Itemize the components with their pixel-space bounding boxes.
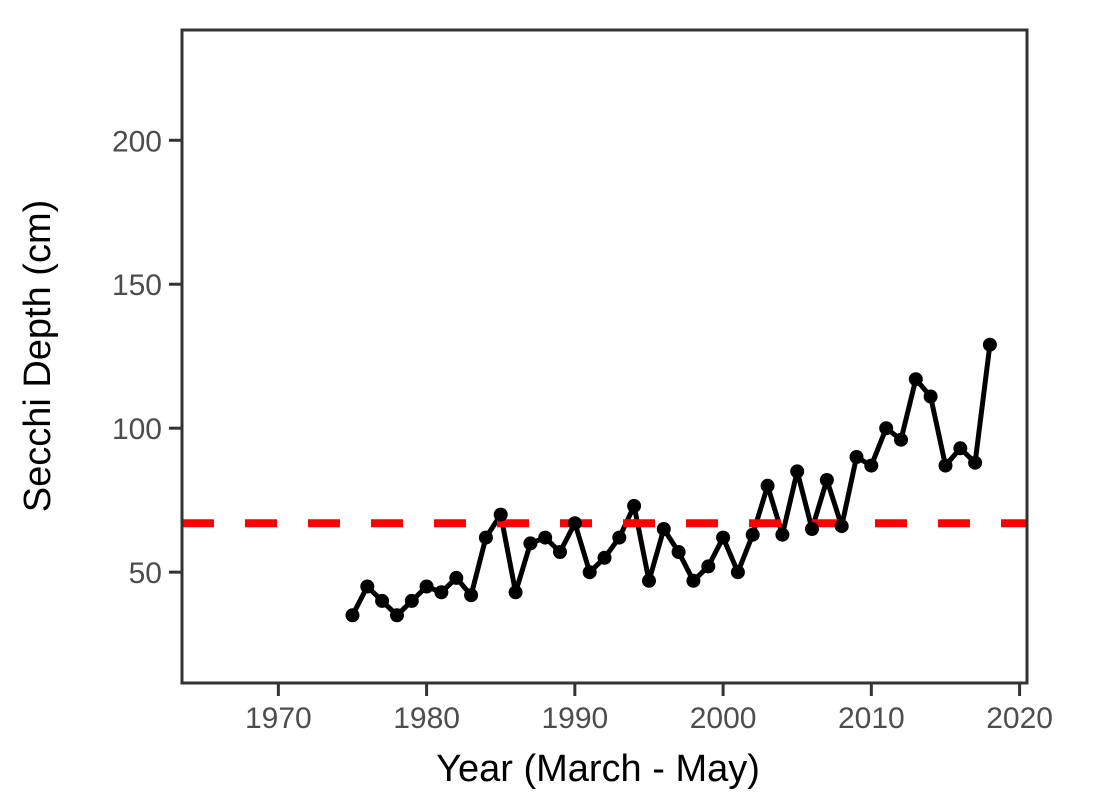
data-point	[419, 579, 434, 594]
data-point	[567, 516, 582, 531]
data-point	[908, 372, 923, 387]
data-point	[938, 458, 953, 473]
data-point	[834, 519, 849, 534]
x-axis-tick-label: 1990	[541, 702, 608, 735]
data-point	[716, 530, 731, 545]
data-point	[612, 530, 627, 545]
data-point	[434, 585, 449, 600]
data-point	[671, 545, 686, 559]
data-point	[597, 550, 612, 565]
x-axis-tick-label: 2010	[838, 702, 905, 735]
data-point	[493, 507, 508, 522]
data-point	[864, 458, 879, 473]
y-axis-title: Secchi Depth (cm)	[17, 200, 59, 513]
data-point	[819, 473, 834, 487]
data-point	[953, 441, 968, 456]
data-point	[701, 559, 716, 574]
panel-background	[182, 30, 1027, 683]
x-axis-tick-label: 1980	[393, 702, 460, 735]
plot-layer: 1970 1980 1990 2000 2010 2020 50 100 150 200	[112, 28, 1053, 735]
data-point	[508, 585, 523, 600]
data-point	[642, 573, 656, 588]
data-point	[478, 530, 493, 545]
y-axis-tick-label: 100	[112, 413, 162, 446]
data-point	[790, 464, 805, 479]
data-point	[686, 573, 701, 588]
x-axis-title: Year (March - May)	[436, 748, 760, 790]
data-point	[805, 522, 819, 536]
data-point	[464, 588, 479, 603]
data-point	[982, 337, 997, 352]
data-point	[627, 498, 642, 513]
y-axis-tick-label: 200	[112, 125, 162, 158]
data-point	[849, 450, 864, 464]
data-point	[730, 565, 745, 580]
panel-border	[180, 28, 1029, 685]
x-axis-tick-label: 2000	[690, 702, 757, 735]
data-point	[923, 389, 938, 404]
data-point	[538, 530, 553, 545]
data-point	[523, 536, 538, 551]
y-axis-tick-label: 50	[129, 557, 162, 590]
data-point	[449, 570, 464, 585]
data-point	[345, 608, 360, 623]
data-point	[553, 545, 567, 559]
data-point	[360, 579, 375, 594]
data-point	[775, 527, 790, 542]
data-point	[968, 455, 983, 470]
data-point	[390, 608, 404, 623]
data-point	[879, 421, 894, 436]
data-point	[760, 478, 775, 493]
x-axis-tick-label: 2020	[986, 702, 1053, 735]
data-point	[582, 565, 597, 580]
y-axis-tick-label: 150	[112, 269, 162, 302]
x-axis-tick-label: 1970	[245, 702, 312, 735]
data-point	[404, 593, 419, 608]
data-point	[745, 527, 760, 542]
data-point	[375, 593, 390, 608]
data-point	[656, 522, 671, 536]
data-point	[894, 432, 908, 447]
